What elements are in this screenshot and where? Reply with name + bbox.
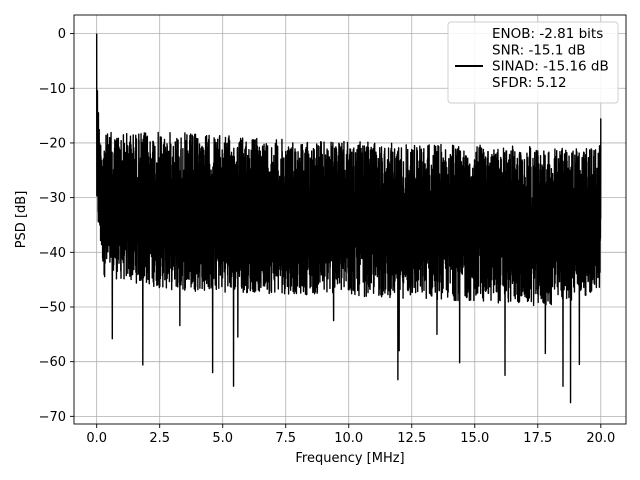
x-tick-label: 10.0 [334,431,363,446]
legend-sfdr: SFDR: 5.12 [492,75,567,91]
legend-box [447,21,619,104]
y-tick-label: 0 [58,27,66,42]
y-tick-label: −10 [39,82,66,97]
x-axis-label: Frequency [MHz] [295,451,404,466]
y-axis-label: PSD [dB] [14,191,29,249]
psd-series-line [95,33,602,404]
y-tick-label: −60 [39,355,66,370]
x-tick-label: 5.0 [212,431,233,446]
y-tick-label: −70 [39,410,66,425]
y-tick-label: −30 [39,191,66,206]
legend-sinad: SINAD: -15.16 dB [492,59,609,75]
x-tick-label: 20.0 [586,431,615,446]
ticks: 0.0 2.5 5.0 7.5 10.0 12.5 15.0 17.5 20.0 0 −10 −20 −… [39,27,616,446]
x-tick-label: 7.5 [275,431,296,446]
x-tick-label: 12.5 [397,431,426,446]
axes-frame [73,14,627,425]
psd-trace [95,33,602,404]
legend: ENOB: -2.81 bits SNR: -15.1 dB SINAD: -1… [447,21,619,104]
x-tick-label: 15.0 [460,431,489,446]
x-tick-label: 0.0 [86,431,107,446]
x-tick-label: 2.5 [149,431,170,446]
x-tick-label: 17.5 [523,431,552,446]
legend-enob: ENOB: -2.81 bits [492,26,603,42]
legend-snr: SNR: -15.1 dB [492,42,586,58]
y-tick-label: −50 [39,300,66,315]
y-tick-label: −20 [39,136,66,151]
y-tick-label: −40 [39,246,66,261]
